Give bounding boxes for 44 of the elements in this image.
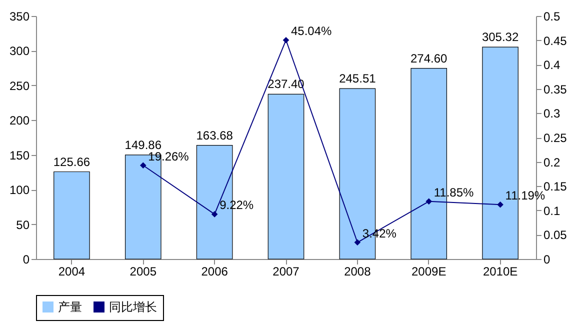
y-tick-label: 0 bbox=[22, 252, 30, 266]
y-tick-label: 50 bbox=[16, 218, 30, 232]
y2-tick-label: 0.45 bbox=[544, 34, 568, 48]
point bbox=[211, 211, 218, 218]
legend-label: 产量 bbox=[58, 300, 82, 314]
bar bbox=[54, 171, 90, 260]
data-label: 149.86 bbox=[124, 138, 162, 152]
x-tick-label: 2006 bbox=[201, 264, 228, 278]
x-tick-label: 2007 bbox=[272, 264, 300, 278]
legend-label: 同比增长 bbox=[109, 300, 157, 314]
y-tick-label: 350 bbox=[9, 10, 30, 24]
x-tick-label: 2010E bbox=[482, 264, 518, 278]
x-tick-label: 2008 bbox=[344, 264, 372, 278]
data-label: 274.60 bbox=[410, 51, 448, 66]
y2-tick-label: 0.1 bbox=[544, 204, 561, 218]
y2-tick-label: 0.15 bbox=[544, 180, 568, 194]
y-tick-label: 300 bbox=[9, 44, 30, 58]
y2-tick-label: 0.25 bbox=[544, 131, 568, 145]
x-tick-label: 2004 bbox=[58, 264, 86, 278]
data-label: 163.68 bbox=[196, 128, 234, 142]
data-label: 305.32 bbox=[482, 30, 519, 44]
point bbox=[426, 198, 432, 205]
point bbox=[354, 239, 361, 246]
y2-tick-label: 0.35 bbox=[544, 82, 568, 96]
data-label: 19.26% bbox=[148, 149, 190, 164]
y-tick-label: 150 bbox=[9, 148, 30, 162]
data-label: 45.04% bbox=[291, 24, 332, 38]
y2-tick-label: 0.3 bbox=[544, 106, 561, 121]
point bbox=[497, 201, 504, 208]
y-tick-label: 250 bbox=[9, 78, 30, 93]
bar bbox=[268, 94, 304, 260]
y2-tick-label: 0 bbox=[544, 252, 550, 266]
point bbox=[140, 162, 146, 169]
x-tick-label: 2005 bbox=[130, 264, 157, 278]
y2-tick-label: 0.05 bbox=[544, 228, 568, 242]
y2-tick-label: 0.5 bbox=[544, 10, 561, 24]
x-tick-label: 2009E bbox=[412, 264, 446, 278]
point bbox=[282, 36, 290, 44]
y2-tick-label: 0.2 bbox=[544, 155, 561, 170]
data-label: 125.66 bbox=[53, 154, 90, 169]
y-tick-label: 100 bbox=[9, 183, 30, 198]
y-tick-label: 200 bbox=[9, 114, 30, 128]
data-label: 245.51 bbox=[339, 72, 376, 86]
y2-tick-label: 0.4 bbox=[544, 58, 561, 72]
